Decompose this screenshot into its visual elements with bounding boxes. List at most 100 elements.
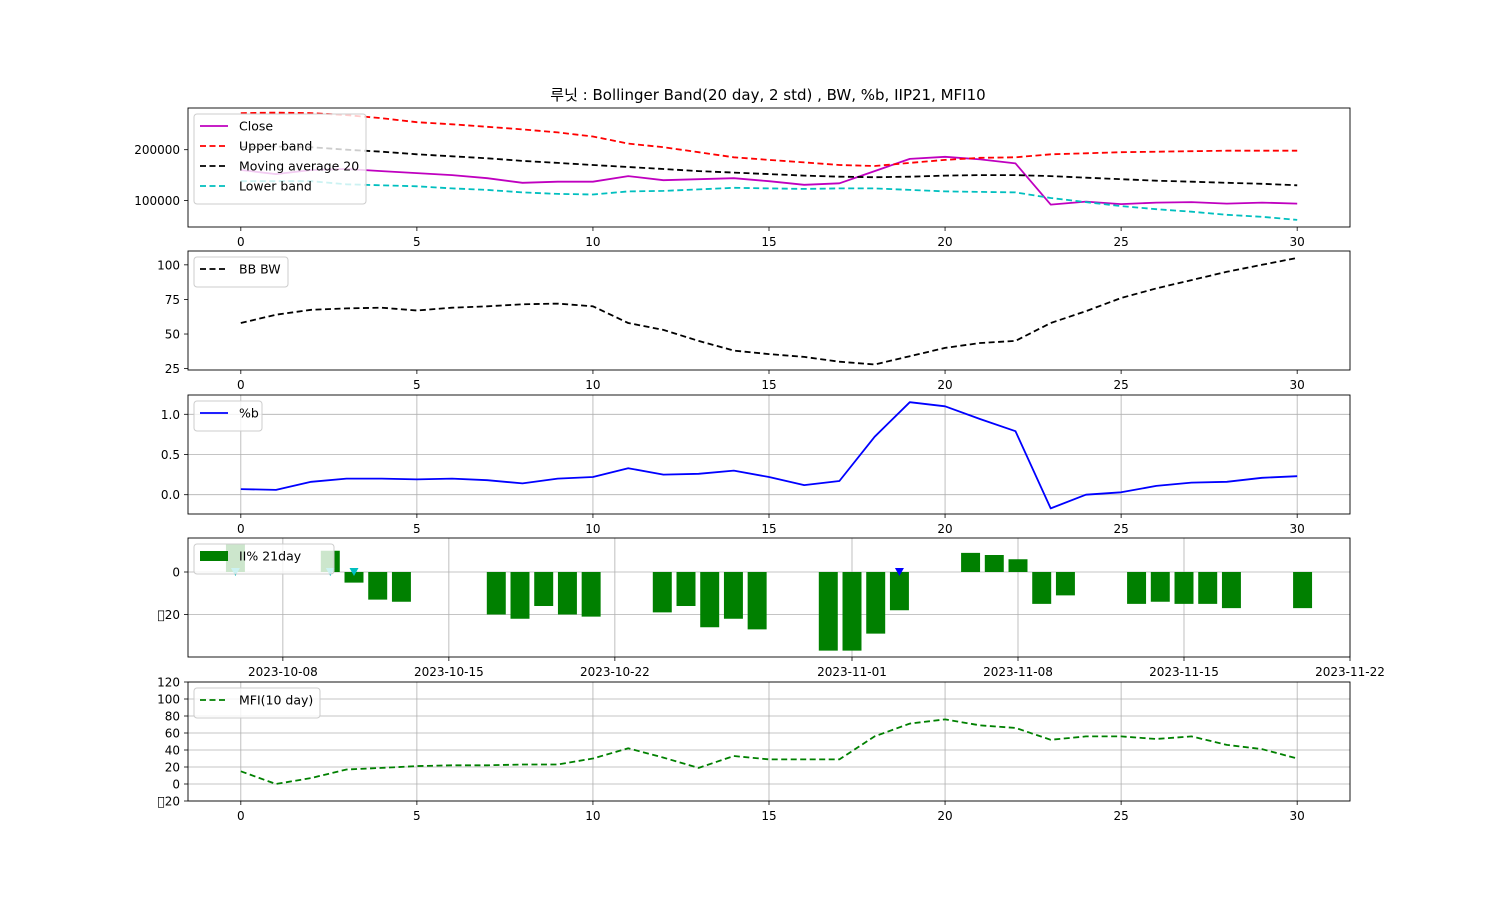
legend-label: BB BW bbox=[239, 262, 281, 277]
x-tick-label: 10 bbox=[585, 378, 600, 392]
x-tick-label: 0 bbox=[237, 235, 245, 249]
y-tick-label: 100 bbox=[157, 258, 180, 272]
x-tick-label: 2023-11-22 bbox=[1315, 665, 1385, 679]
bar bbox=[1127, 572, 1147, 604]
subplot-2: 0 5 10 15 20 25 30 25 50 75 100 BB BW bbox=[157, 250, 1351, 392]
plot-area bbox=[225, 544, 1313, 651]
series-line bbox=[240, 155, 1298, 206]
legend: II% 21day bbox=[193, 543, 335, 575]
bar bbox=[747, 572, 767, 630]
y-tick-label: 25 bbox=[165, 362, 180, 376]
y-tick-label: 100000 bbox=[134, 194, 180, 208]
bar bbox=[1293, 572, 1313, 609]
axes-frame bbox=[187, 681, 1351, 802]
bar bbox=[1032, 572, 1052, 604]
x-tick-label: 30 bbox=[1290, 522, 1305, 536]
signal-marker bbox=[894, 568, 904, 576]
bar bbox=[581, 572, 601, 617]
y-tick-label:  20 bbox=[158, 608, 180, 622]
x-tick-label: 5 bbox=[413, 378, 421, 392]
bar bbox=[510, 572, 530, 619]
subplot-4: 2023-10-08 2023-10-15 2023-10-22 2023-11-01… bbox=[158, 537, 1385, 679]
axes-frame bbox=[187, 537, 1351, 658]
plot-area bbox=[240, 257, 1298, 366]
bar bbox=[842, 572, 862, 651]
x-tick-label: 2023-11-01 bbox=[817, 665, 887, 679]
bar bbox=[344, 572, 364, 583]
x-tick-label: 15 bbox=[761, 522, 776, 536]
x-tick-label: 15 bbox=[761, 235, 776, 249]
y-tick-label: 100 bbox=[157, 693, 180, 707]
subplot-3: 0 5 10 15 20 25 30 0.0 0.5 1.0 %b bbox=[161, 394, 1351, 536]
axes-frame bbox=[187, 107, 1351, 228]
x-tick-label: 2023-11-15 bbox=[1149, 665, 1219, 679]
plot-area bbox=[240, 111, 1298, 221]
x-tick-label: 25 bbox=[1113, 809, 1128, 823]
bar bbox=[676, 572, 696, 606]
x-tick-label: 2023-10-15 bbox=[414, 665, 484, 679]
series-line bbox=[240, 401, 1298, 510]
bar bbox=[1150, 572, 1170, 602]
series-line bbox=[240, 180, 1298, 221]
x-tick-label: 20 bbox=[937, 522, 952, 536]
bar bbox=[1008, 559, 1028, 572]
bar bbox=[1221, 572, 1241, 609]
x-tick-label: 25 bbox=[1113, 378, 1128, 392]
x-tick-label: 30 bbox=[1290, 235, 1305, 249]
series-line bbox=[240, 257, 1298, 366]
x-tick-label: 15 bbox=[761, 809, 776, 823]
y-tick-label: 75 bbox=[165, 293, 180, 307]
legend-label: Moving average 20 bbox=[239, 159, 359, 174]
y-tick-label: 50 bbox=[165, 328, 180, 342]
y-tick-label: 0.0 bbox=[161, 488, 180, 502]
axes-frame bbox=[187, 250, 1351, 371]
x-tick-label: 5 bbox=[413, 235, 421, 249]
y-tick-label:  20 bbox=[158, 795, 180, 809]
legend-label: II% 21day bbox=[239, 549, 302, 564]
signal-marker bbox=[349, 568, 359, 576]
bar bbox=[486, 572, 506, 615]
y-tick-label: 40 bbox=[165, 744, 180, 758]
x-tick-label: 10 bbox=[585, 235, 600, 249]
bar bbox=[368, 572, 388, 600]
y-tick-label: 1.0 bbox=[161, 408, 180, 422]
y-tick-label: 0 bbox=[172, 778, 180, 792]
x-tick-label: 20 bbox=[937, 378, 952, 392]
series-line bbox=[240, 718, 1298, 785]
x-tick-label: 10 bbox=[585, 522, 600, 536]
y-tick-label: 0 bbox=[172, 566, 180, 580]
subplot-5: 0 5 10 15 20 25 30  20 0 20 40 60 80 100 120 MFI(10 day… bbox=[157, 676, 1351, 823]
y-tick-label: 120 bbox=[157, 676, 180, 690]
bar bbox=[534, 572, 554, 606]
x-tick-label: 25 bbox=[1113, 522, 1128, 536]
legend: %b bbox=[193, 400, 263, 432]
bar bbox=[1055, 572, 1075, 596]
legend-swatch bbox=[200, 551, 228, 561]
x-tick-label: 0 bbox=[237, 809, 245, 823]
series-line bbox=[240, 145, 1298, 187]
legend-label: MFI(10 day) bbox=[239, 693, 313, 708]
chart-title: 루닛 : Bollinger Band(20 day, 2 std) , BW,… bbox=[550, 86, 985, 104]
x-tick-label: 0 bbox=[237, 378, 245, 392]
x-tick-label: 10 bbox=[585, 809, 600, 823]
legend-box bbox=[193, 256, 289, 288]
series-line bbox=[240, 111, 1298, 167]
bar bbox=[818, 572, 838, 651]
axes-frame bbox=[187, 394, 1351, 515]
x-tick-label: 20 bbox=[937, 809, 952, 823]
bar bbox=[723, 572, 743, 619]
y-tick-label: 60 bbox=[165, 727, 180, 741]
x-tick-label: 25 bbox=[1113, 235, 1128, 249]
bar bbox=[1174, 572, 1194, 604]
legend: BB BW bbox=[193, 256, 289, 288]
subplot-1: 0 5 10 15 20 25 30 100000 200000 Close Upper band M… bbox=[134, 107, 1351, 249]
x-tick-label: 30 bbox=[1290, 809, 1305, 823]
y-tick-label: 20 bbox=[165, 761, 180, 775]
bar bbox=[557, 572, 577, 615]
legend-box bbox=[193, 687, 321, 719]
bar bbox=[961, 552, 981, 572]
y-tick-label: 0.5 bbox=[161, 448, 180, 462]
x-tick-label: 2023-10-08 bbox=[248, 665, 318, 679]
